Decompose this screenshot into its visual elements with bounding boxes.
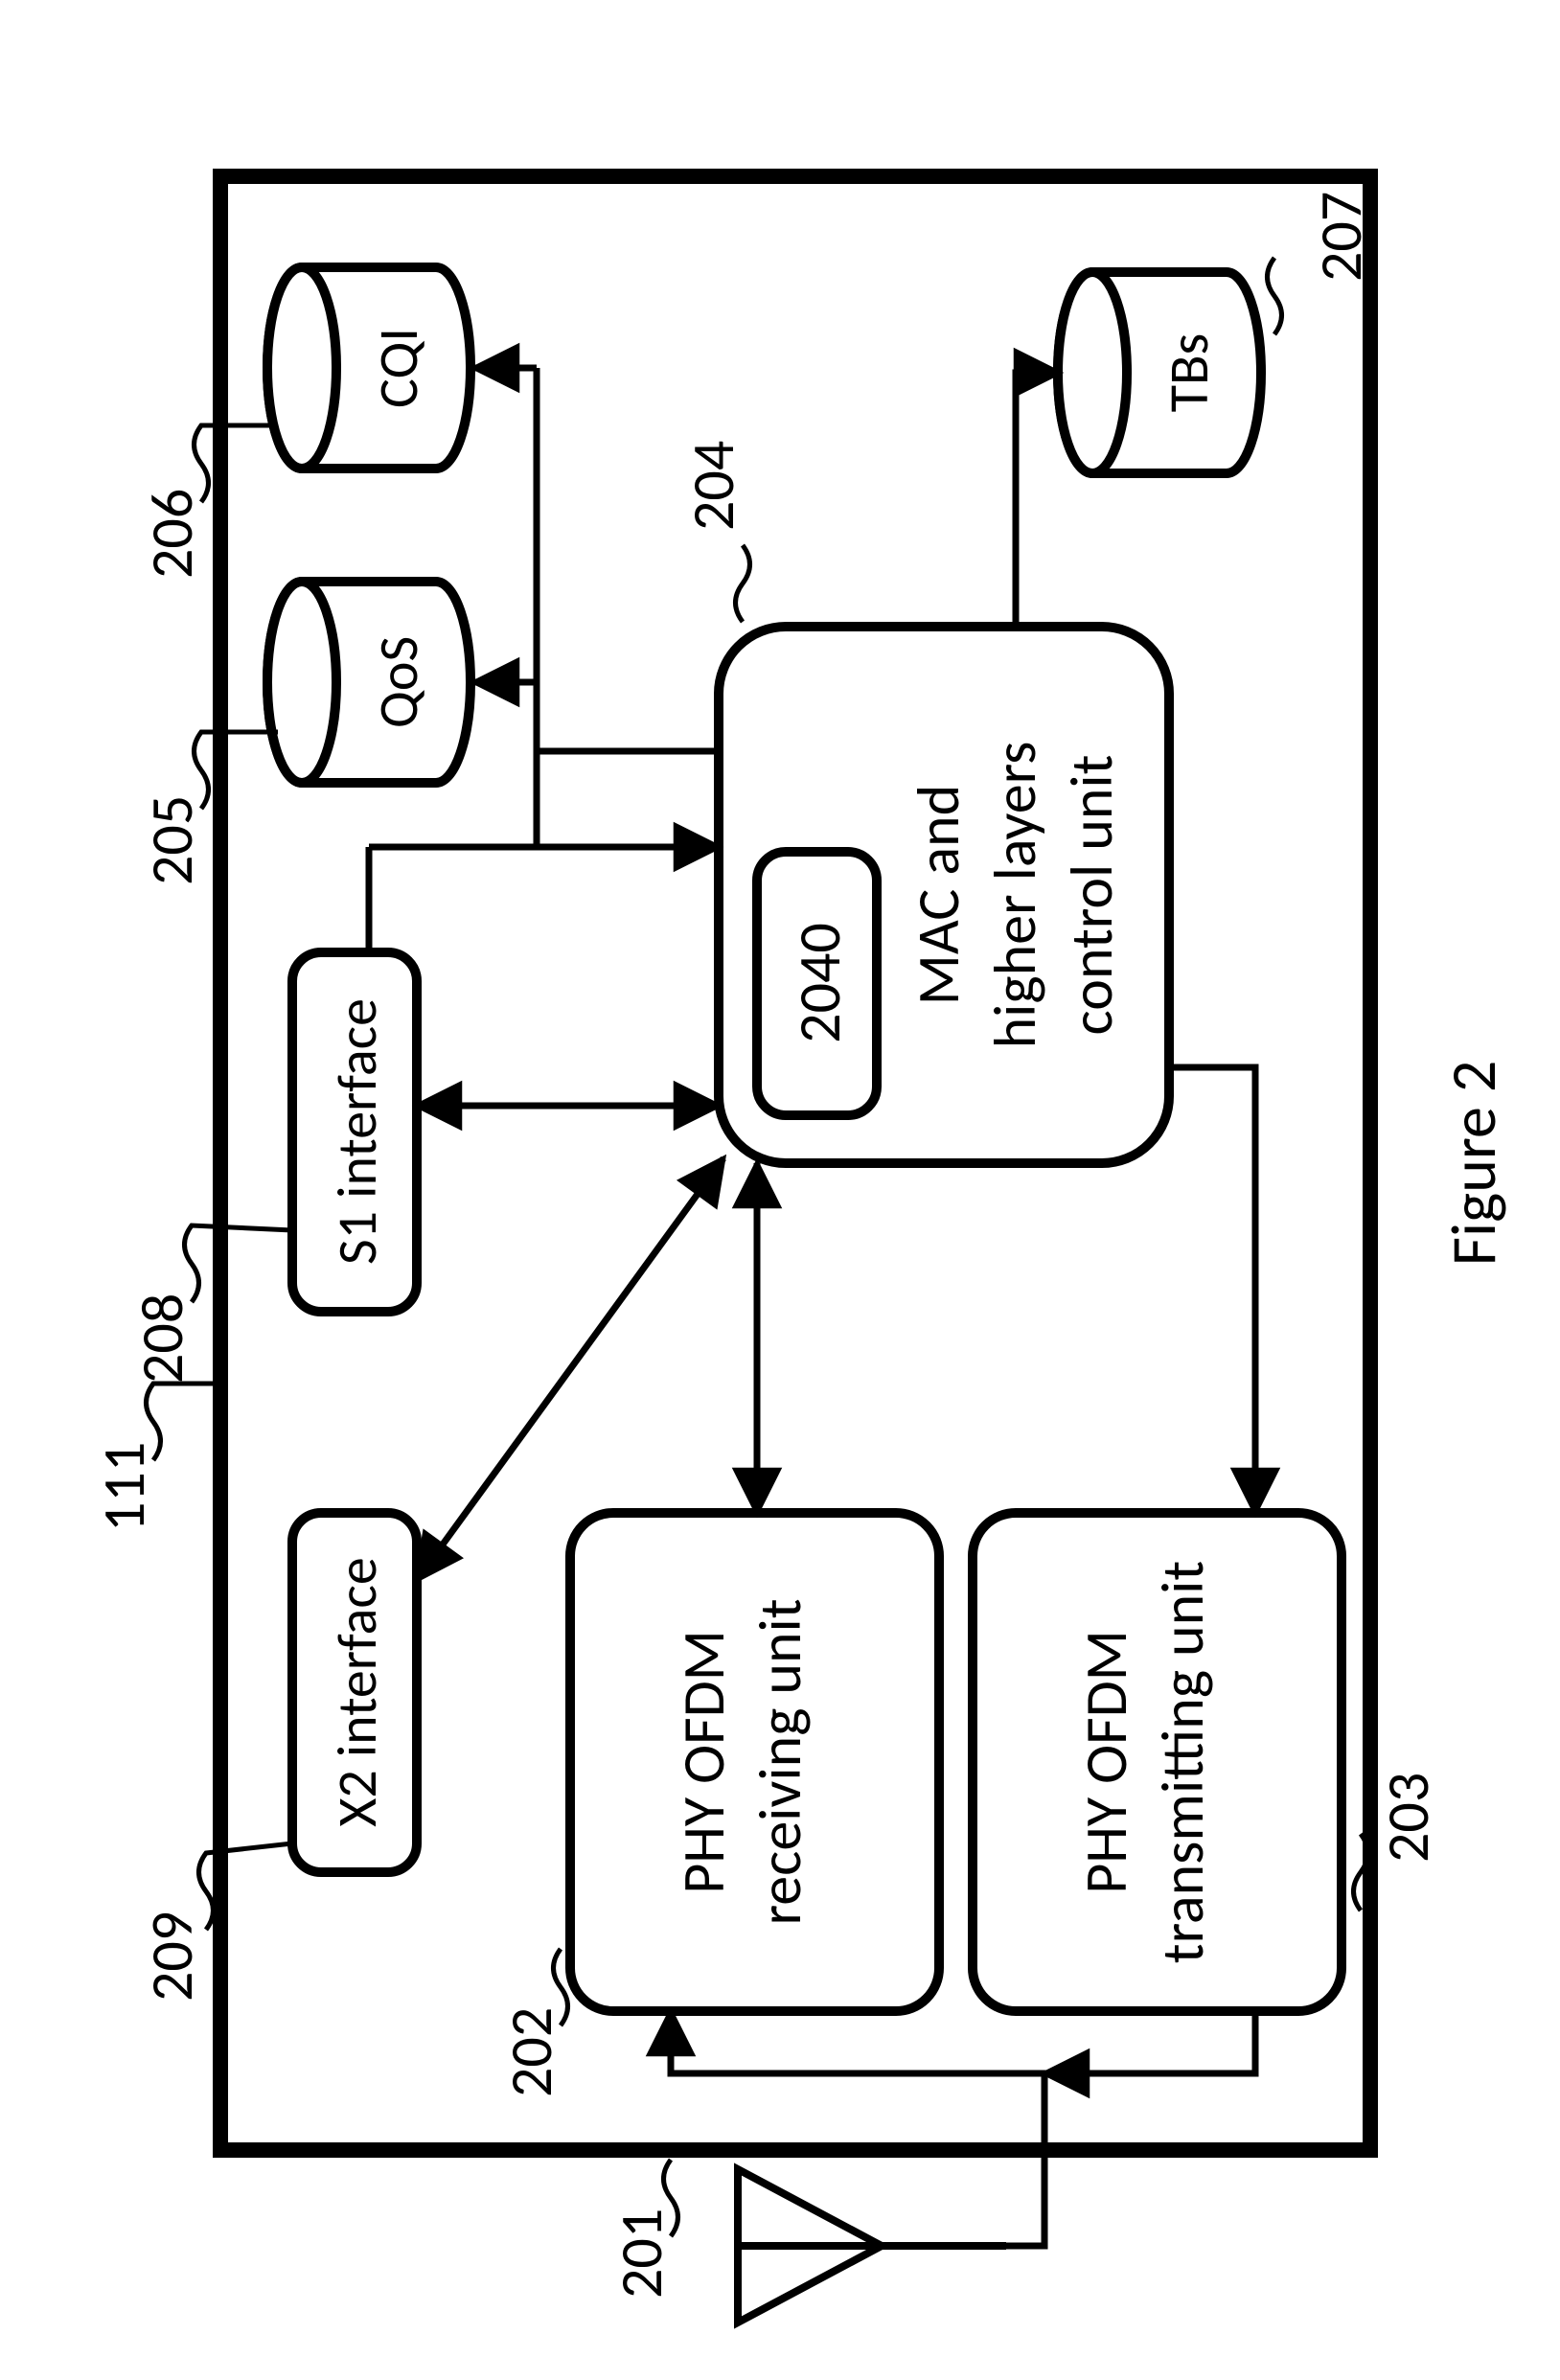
ref-209: 209 xyxy=(135,1911,208,2002)
edge-mac-to-tx xyxy=(1169,1067,1255,1513)
antenna-symbol xyxy=(738,2169,1006,2323)
x2-label: X2 interface xyxy=(323,1557,391,1826)
ref-202: 202 xyxy=(494,2007,567,2097)
mac-inner-label: 2040 xyxy=(783,923,856,1043)
phy-tx-line1: PHY OFDM xyxy=(1069,1630,1142,1894)
qos-label: QoS xyxy=(364,636,432,728)
edge-mac-to-tbs xyxy=(1016,373,1059,627)
ref-203: 203 xyxy=(1371,1773,1444,1863)
mac-line2: higher layers xyxy=(978,742,1051,1049)
ref-201: 201 xyxy=(605,2208,677,2299)
figure-caption: Figure 2 xyxy=(1434,1061,1512,1267)
s1-label: S1 interface xyxy=(323,998,391,1265)
mac-line1: MAC and xyxy=(902,785,975,1005)
ref-208: 208 xyxy=(126,1293,198,1384)
edge-tx-to-antenna xyxy=(1044,2011,1255,2073)
ref-207: 207 xyxy=(1304,192,1377,282)
phy-rx-line2: receiving unit xyxy=(744,1598,816,1925)
leader-204 xyxy=(736,545,750,622)
phy-rx-line1: PHY OFDM xyxy=(667,1630,740,1894)
leader-207 xyxy=(1268,258,1282,334)
ref-206: 206 xyxy=(135,489,208,579)
mac-line3: control unit xyxy=(1055,755,1128,1036)
edge-antenna-to-rx xyxy=(671,2011,1044,2246)
ref-111: 111 xyxy=(87,1442,160,1532)
cqi-label: CQI xyxy=(364,328,432,408)
leader-208 xyxy=(185,1225,293,1302)
phy-tx-line2: transmitting unit xyxy=(1146,1561,1219,1963)
tbs-label: TBs xyxy=(1155,333,1223,413)
ref-205: 205 xyxy=(135,795,208,885)
ref-204: 204 xyxy=(677,441,749,531)
